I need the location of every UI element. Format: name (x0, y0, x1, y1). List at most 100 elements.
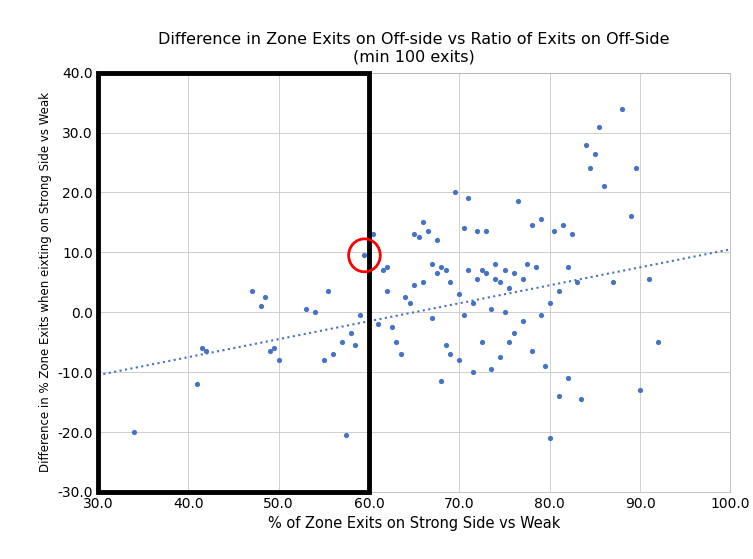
Point (652, 338, 664, 347)
Point (607, 278, 619, 287)
Point (449, 188, 461, 197)
Point (498, 308, 511, 317)
Point (404, 299, 416, 307)
Point (440, 340, 452, 350)
Point (566, 230, 578, 239)
Point (494, 353, 506, 362)
Point (435, 263, 447, 272)
Point (562, 263, 574, 272)
Point (444, 278, 456, 287)
Point (589, 149, 601, 158)
Point (273, 356, 285, 364)
Point (372, 320, 384, 329)
Point (630, 164, 642, 173)
Point (503, 338, 515, 347)
Point (390, 338, 402, 347)
Point (336, 338, 348, 347)
Point (259, 293, 271, 302)
Point (489, 275, 501, 284)
Point (489, 260, 501, 269)
Y-axis label: Difference in % Zone Exits when eixting on Strong Side vs Weak: Difference in % Zone Exits when eixting … (39, 92, 52, 472)
Point (444, 350, 456, 359)
Point (327, 350, 339, 359)
Point (467, 299, 479, 307)
Point (245, 287, 258, 296)
Point (526, 221, 538, 230)
Point (462, 266, 474, 275)
Point (349, 340, 361, 350)
Point (508, 269, 520, 278)
Point (191, 380, 203, 389)
Point (480, 227, 492, 236)
Point (535, 215, 547, 224)
Point (462, 194, 474, 203)
Point (521, 260, 533, 269)
Point (367, 230, 380, 239)
Point (268, 344, 280, 353)
Point (431, 236, 443, 245)
Point (255, 302, 267, 311)
Point (494, 278, 506, 287)
Point (354, 311, 366, 320)
Point (526, 347, 538, 356)
Title: Difference in Zone Exits on Off-side vs Ratio of Exits on Off-Side
(min 100 exit: Difference in Zone Exits on Off-side vs … (158, 32, 670, 64)
Point (431, 269, 443, 278)
Point (485, 305, 497, 314)
Point (476, 266, 488, 275)
Point (539, 362, 551, 371)
Point (544, 434, 556, 443)
Point (309, 308, 321, 317)
X-axis label: % of Zone Exits on Strong Side vs Weak: % of Zone Exits on Strong Side vs Weak (268, 517, 560, 532)
Point (471, 227, 483, 236)
Point (553, 287, 565, 296)
Point (426, 314, 438, 323)
Point (471, 275, 483, 284)
Point (340, 430, 352, 439)
Point (264, 347, 276, 356)
Point (196, 344, 208, 353)
Point (200, 347, 212, 356)
Point (426, 260, 438, 269)
Point (453, 290, 465, 299)
Point (517, 317, 529, 326)
Point (503, 284, 515, 293)
Point (417, 218, 429, 227)
Point (395, 350, 407, 359)
Point (458, 311, 470, 320)
Point (643, 275, 655, 284)
Point (625, 212, 637, 221)
Point (634, 386, 646, 395)
Point (467, 368, 479, 377)
Point (548, 227, 560, 236)
Point (422, 227, 434, 236)
Point (381, 263, 393, 272)
Point (408, 230, 420, 239)
Point (318, 356, 330, 364)
Point (435, 377, 447, 386)
Bar (98, 73, 369, 492)
Point (562, 373, 574, 382)
Point (535, 311, 547, 320)
Point (598, 182, 610, 191)
Point (544, 299, 556, 307)
Point (593, 122, 605, 131)
Point (128, 428, 140, 437)
Point (517, 275, 529, 284)
Point (322, 287, 334, 296)
Point (386, 323, 398, 331)
Point (498, 266, 511, 275)
Point (417, 278, 429, 287)
Point (476, 338, 488, 347)
Point (571, 278, 583, 287)
Point (580, 140, 592, 149)
Point (485, 364, 497, 373)
Point (376, 266, 389, 275)
Point (530, 263, 542, 272)
Point (453, 356, 465, 364)
Point (300, 305, 312, 314)
Point (557, 221, 569, 230)
Point (458, 224, 470, 233)
Point (575, 395, 587, 404)
Point (440, 266, 452, 275)
Point (512, 197, 524, 206)
